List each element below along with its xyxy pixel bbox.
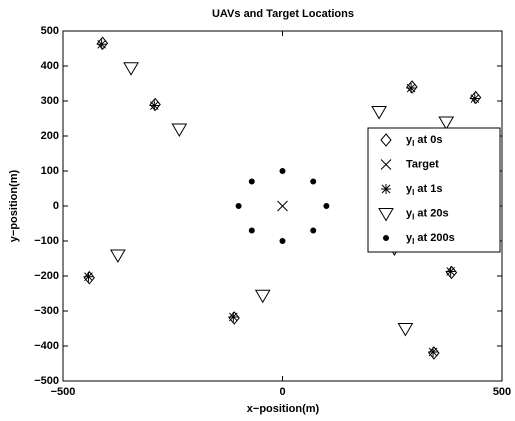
- x-tick-label: −500: [51, 386, 76, 398]
- diamond-marker: [445, 265, 458, 280]
- y-tick-label: 500: [41, 25, 59, 37]
- star-marker: [83, 271, 94, 282]
- diamond-marker: [228, 311, 240, 325]
- triangle-marker: [123, 62, 139, 76]
- x-marker: [277, 200, 288, 212]
- triangle-marker: [171, 123, 188, 137]
- y-tick-label: −100: [34, 235, 59, 247]
- y-tick-label: −400: [34, 340, 59, 352]
- dot-marker: [248, 178, 255, 185]
- triangle-marker: [254, 289, 271, 304]
- legend-label: yI at 200s: [406, 232, 455, 246]
- legend-label: Target: [406, 158, 439, 170]
- dot-marker: [248, 227, 255, 234]
- dot-marker: [323, 203, 330, 209]
- diamond-marker: [380, 133, 392, 147]
- triangle-marker: [371, 106, 387, 120]
- legend-label: yI at 20s: [406, 207, 449, 221]
- triangle-marker: [110, 249, 126, 263]
- y-tick-label: 400: [41, 60, 59, 72]
- diamond-marker: [83, 270, 95, 285]
- y-tick-label: 200: [41, 130, 59, 142]
- dot-marker: [279, 238, 286, 244]
- chart-title: UAVs and Target Locations: [212, 8, 354, 20]
- y-tick-label: 300: [41, 95, 59, 107]
- y-tick-label: 100: [41, 165, 59, 177]
- x-tick-label: 500: [493, 386, 511, 398]
- triangle-marker: [438, 116, 455, 130]
- star-marker: [96, 39, 107, 50]
- dot-marker: [310, 178, 317, 185]
- y-tick-label: 0: [53, 200, 59, 212]
- dot-marker: [383, 235, 389, 241]
- dot-marker: [235, 203, 242, 209]
- diamond-marker: [428, 346, 440, 360]
- star-marker: [406, 83, 417, 94]
- dot-marker: [310, 227, 317, 234]
- star-marker: [149, 100, 160, 111]
- y-axis-label: y−position(m): [8, 169, 20, 242]
- x-axis-label: x−position(m): [247, 403, 320, 415]
- legend-box: [367, 127, 501, 253]
- triangle-marker: [397, 323, 414, 337]
- star-marker: [381, 184, 391, 194]
- star-marker: [228, 311, 239, 322]
- y-tick-label: −200: [34, 270, 59, 282]
- legend-label: yI at 1s: [406, 183, 443, 197]
- star-marker: [428, 346, 439, 357]
- dot-marker: [279, 168, 286, 174]
- y-tick-label: −300: [34, 305, 59, 317]
- y-tick-label: −500: [34, 375, 59, 387]
- star-marker: [469, 93, 480, 104]
- x-marker: [380, 159, 392, 170]
- legend-label: yI at 0s: [406, 134, 443, 148]
- star-marker: [445, 266, 456, 277]
- x-tick-label: 0: [279, 386, 285, 398]
- triangle-marker: [378, 208, 394, 222]
